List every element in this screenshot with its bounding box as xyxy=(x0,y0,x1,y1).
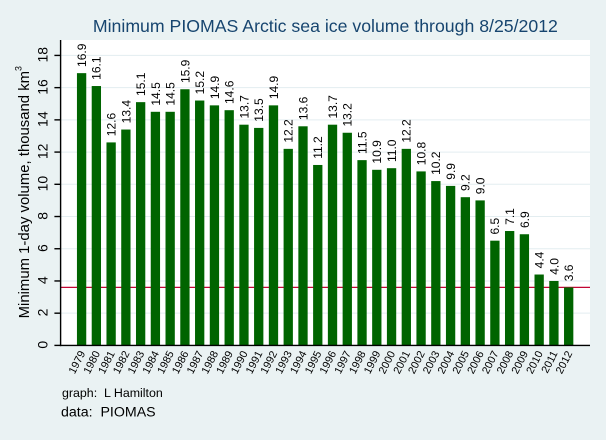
svg-text:15.9: 15.9 xyxy=(178,59,192,83)
svg-text:12.6: 12.6 xyxy=(105,113,119,137)
svg-text:14.5: 14.5 xyxy=(149,82,163,106)
svg-text:13.2: 13.2 xyxy=(341,103,355,127)
svg-text:4.0: 4.0 xyxy=(547,258,561,275)
svg-text:14: 14 xyxy=(35,111,51,127)
svg-text:6.5: 6.5 xyxy=(488,217,502,234)
svg-text:10.9: 10.9 xyxy=(370,140,384,164)
svg-text:13.5: 13.5 xyxy=(252,98,266,122)
svg-text:3.6: 3.6 xyxy=(562,264,576,281)
svg-text:7.1: 7.1 xyxy=(503,208,517,225)
svg-text:13.7: 13.7 xyxy=(326,95,340,119)
svg-text:15.2: 15.2 xyxy=(193,71,207,95)
svg-text:14.6: 14.6 xyxy=(223,80,237,104)
svg-text:12.2: 12.2 xyxy=(400,119,414,143)
svg-text:12.2: 12.2 xyxy=(282,119,296,143)
svg-text:9.2: 9.2 xyxy=(459,174,473,191)
svg-text:16.1: 16.1 xyxy=(90,56,104,80)
svg-text:13.4: 13.4 xyxy=(119,100,133,124)
svg-text:4.4: 4.4 xyxy=(533,251,547,268)
svg-text:13.6: 13.6 xyxy=(296,96,310,120)
svg-text:11.0: 11.0 xyxy=(385,139,399,162)
svg-text:11.5: 11.5 xyxy=(355,131,369,154)
svg-text:6: 6 xyxy=(35,244,51,252)
svg-text:14.5: 14.5 xyxy=(164,82,178,106)
svg-text:9.9: 9.9 xyxy=(444,163,458,180)
svg-text:15.1: 15.1 xyxy=(134,72,148,96)
svg-text:16.9: 16.9 xyxy=(75,43,89,67)
svg-text:data: PIOMAS: data: PIOMAS xyxy=(61,404,156,420)
svg-text:16: 16 xyxy=(35,79,51,95)
svg-text:10.8: 10.8 xyxy=(414,142,428,166)
svg-text:Minimum 1-day volume, thousand: Minimum 1-day volume, thousand km3 xyxy=(14,66,34,318)
svg-text:9.0: 9.0 xyxy=(474,177,488,194)
svg-text:14.9: 14.9 xyxy=(208,75,222,99)
svg-text:8: 8 xyxy=(35,212,51,220)
svg-text:graph: L Hamilton: graph: L Hamilton xyxy=(62,386,163,400)
svg-text:6.9: 6.9 xyxy=(518,211,532,228)
svg-text:10.2: 10.2 xyxy=(429,151,443,175)
svg-text:4: 4 xyxy=(35,276,51,284)
svg-text:2: 2 xyxy=(35,308,51,316)
svg-text:14.9: 14.9 xyxy=(267,75,281,99)
svg-text:18: 18 xyxy=(35,47,51,63)
svg-text:10: 10 xyxy=(35,176,51,192)
svg-text:13.7: 13.7 xyxy=(237,95,251,119)
svg-text:12: 12 xyxy=(35,143,51,159)
svg-text:11.2: 11.2 xyxy=(311,136,325,159)
svg-text:0: 0 xyxy=(35,341,51,349)
svg-text:Minimum PIOMAS Arctic sea ice: Minimum PIOMAS Arctic sea ice volume thr… xyxy=(93,16,558,36)
